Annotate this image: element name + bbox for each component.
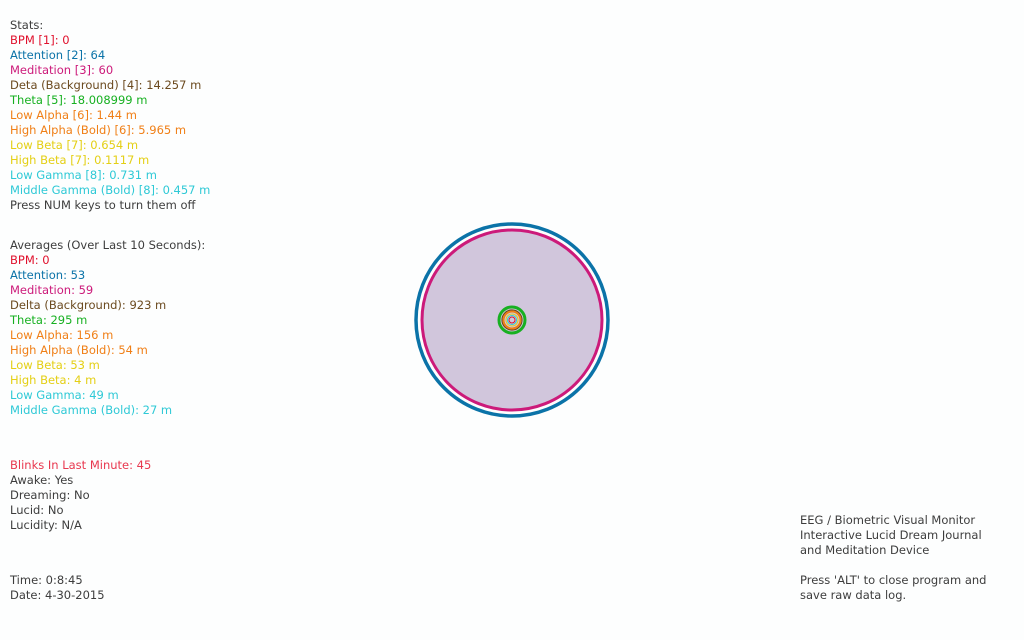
status-panel: Blinks In Last Minute: 45 Awake: Yes Dre… [10,458,151,533]
lucid-status: Lucid: No [10,503,151,518]
stat-high-beta: High Beta [7]: 0.1117 m [10,153,210,168]
session-time: Time: 0:8:45 [10,573,105,588]
avg-low-alpha: Low Alpha: 156 m [10,328,205,343]
avg-meditation: Meditation: 59 [10,283,205,298]
time-panel: Time: 0:8:45 Date: 4-30-2015 [10,573,105,603]
dreaming-status: Dreaming: No [10,488,151,503]
meditation-ring [422,230,602,410]
stats-panel: Stats: BPM [1]: 0 Attention [2]: 64 Medi… [10,18,210,213]
stat-bpm: BPM [1]: 0 [10,33,210,48]
avg-theta: Theta: 295 m [10,313,205,328]
app-title-line-3: and Meditation Device [800,543,986,558]
avg-high-alpha: High Alpha (Bold): 54 m [10,343,205,358]
stats-footer-hint: Press NUM keys to turn them off [10,198,210,213]
avg-delta: Delta (Background): 923 m [10,298,205,313]
stat-attention: Attention [2]: 64 [10,48,210,63]
stat-low-alpha: Low Alpha [6]: 1.44 m [10,108,210,123]
averages-panel: Averages (Over Last 10 Seconds): BPM: 0 … [10,238,205,418]
avg-high-beta: High Beta: 4 m [10,373,205,388]
stat-low-gamma: Low Gamma [8]: 0.731 m [10,168,210,183]
app-title-line-2: Interactive Lucid Dream Journal [800,528,986,543]
app-title-line-1: EEG / Biometric Visual Monitor [800,513,986,528]
stat-high-alpha: High Alpha (Bold) [6]: 5.965 m [10,123,210,138]
avg-bpm: BPM: 0 [10,253,205,268]
avg-attention: Attention: 53 [10,268,205,283]
session-date: Date: 4-30-2015 [10,588,105,603]
close-instruction-line-2: save raw data log. [800,588,986,603]
close-instruction-line-1: Press 'ALT' to close program and [800,573,986,588]
stat-low-beta: Low Beta [7]: 0.654 m [10,138,210,153]
stat-middle-gamma: Middle Gamma (Bold) [8]: 0.457 m [10,183,210,198]
averages-header: Averages (Over Last 10 Seconds): [10,238,205,253]
avg-middle-gamma: Middle Gamma (Bold): 27 m [10,403,205,418]
awake-status: Awake: Yes [10,473,151,488]
stats-header: Stats: [10,18,210,33]
lucidity-status: Lucidity: N/A [10,518,151,533]
blinks-count: Blinks In Last Minute: 45 [10,458,151,473]
info-panel: EEG / Biometric Visual Monitor Interacti… [800,513,986,603]
avg-low-gamma: Low Gamma: 49 m [10,388,205,403]
stat-theta: Theta [5]: 18.008999 m [10,93,210,108]
stat-meditation: Meditation [3]: 60 [10,63,210,78]
info-spacer [800,558,986,573]
stat-delta: Deta (Background) [4]: 14.257 m [10,78,210,93]
avg-low-beta: Low Beta: 53 m [10,358,205,373]
